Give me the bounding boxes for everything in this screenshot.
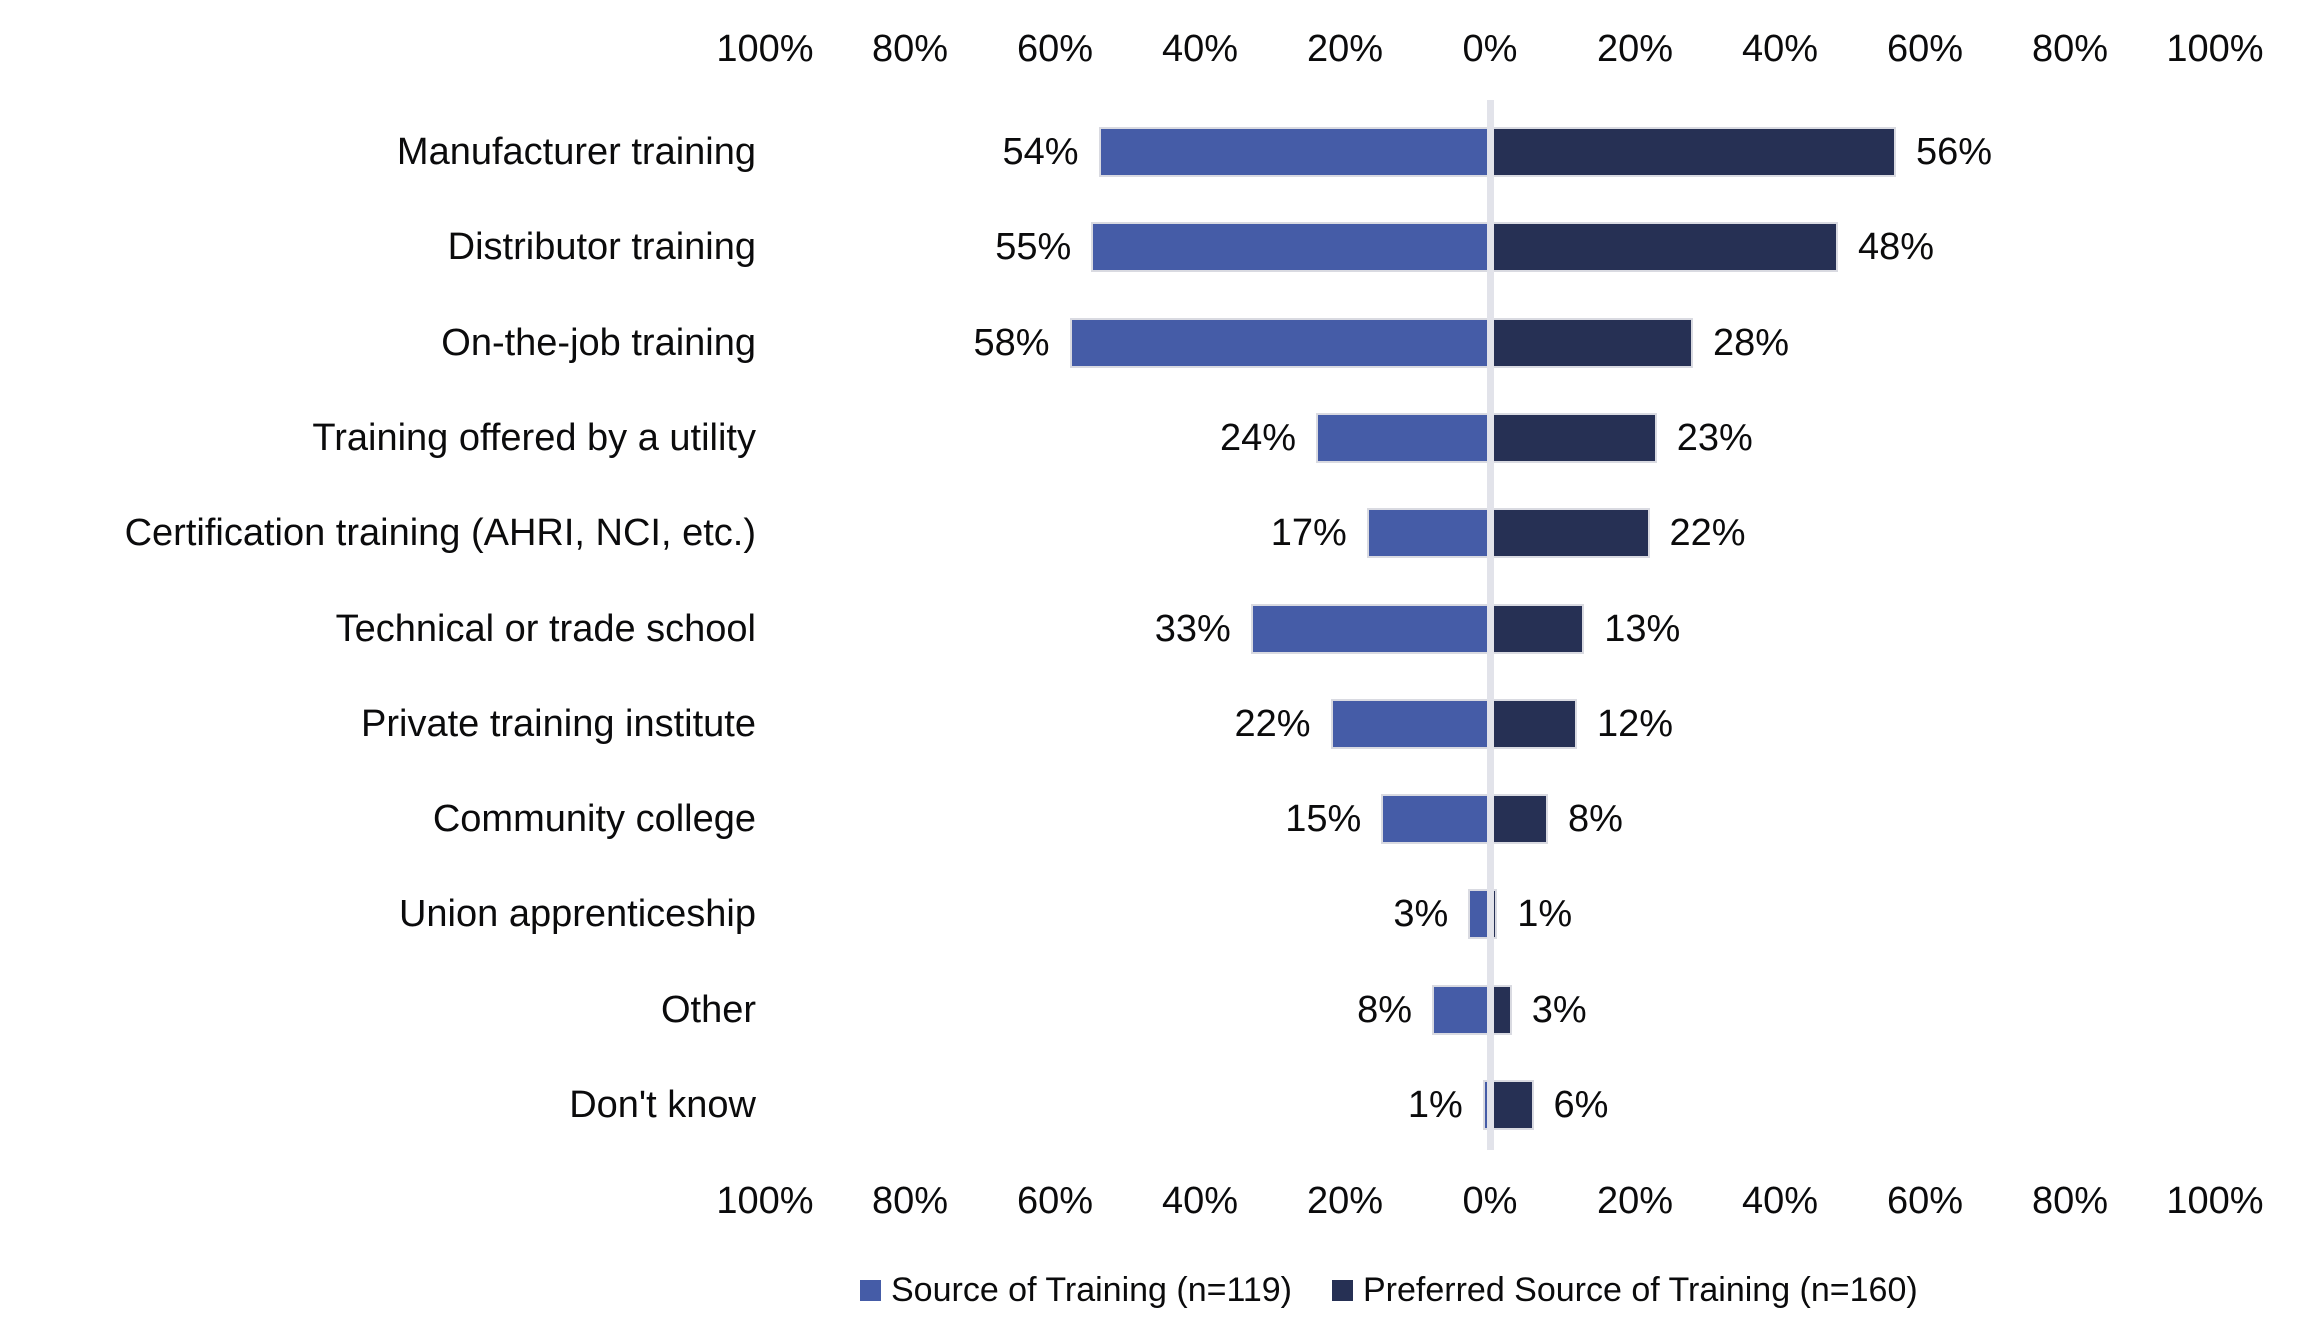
category-label: Distributor training (447, 226, 756, 268)
bar-preferred-source-of-training (1490, 222, 1838, 272)
legend-label-preferred-source: Preferred Source of Training (n=160) (1363, 1271, 1918, 1309)
value-label-preferred-source: 13% (1604, 608, 1681, 650)
value-label-source-of-training: 33% (1154, 608, 1231, 650)
value-label-preferred-source: 48% (1858, 226, 1935, 268)
value-label-preferred-source: 1% (1517, 893, 1573, 935)
value-label-source-of-training: 22% (1234, 703, 1311, 745)
value-label-preferred-source: 12% (1597, 703, 1674, 745)
bottom-axis-tick: 80% (2031, 1180, 2109, 1222)
bottom-axis-tick: 100% (2166, 1180, 2264, 1222)
category-label: Technical or trade school (335, 608, 756, 650)
bottom-axis-tick: 80% (871, 1180, 949, 1222)
value-label-preferred-source: 8% (1568, 798, 1623, 840)
category-label: Training offered by a utility (312, 417, 756, 459)
bar-preferred-source-of-training (1490, 318, 1693, 368)
legend-swatch-source-of-training (860, 1279, 881, 1301)
value-label-preferred-source: 6% (1553, 1084, 1609, 1126)
bar-preferred-source-of-training (1490, 508, 1650, 558)
bottom-axis-tick: 60% (1016, 1180, 1094, 1222)
bar-source-of-training (1069, 318, 1490, 368)
zero-baseline (1487, 100, 1494, 1150)
value-label-preferred-source: 3% (1531, 989, 1587, 1031)
value-label-preferred-source: 28% (1713, 322, 1790, 364)
bar-source-of-training (1316, 413, 1490, 463)
top-axis-tick: 80% (871, 28, 949, 70)
top-axis-tick: 60% (1886, 28, 1964, 70)
bar-source-of-training (1250, 604, 1490, 654)
value-label-preferred-source: 23% (1676, 417, 1753, 459)
category-label: Certification training (AHRI, NCI, etc.) (124, 512, 756, 554)
value-label-preferred-source: 22% (1669, 512, 1746, 554)
top-axis-tick: 80% (2031, 28, 2109, 70)
top-axis-tick: 20% (1596, 28, 1674, 70)
legend: Source of Training (n=119) Preferred Sou… (860, 1270, 1918, 1310)
top-axis-tick: 40% (1161, 28, 1239, 70)
category-label: Community college (432, 798, 756, 840)
category-label: On-the-job training (441, 322, 756, 364)
value-label-source-of-training: 24% (1219, 417, 1296, 459)
bar-preferred-source-of-training (1490, 1080, 1534, 1130)
value-label-source-of-training: 8% (1357, 989, 1412, 1031)
value-label-source-of-training: 54% (1002, 131, 1079, 173)
top-axis-tick: 40% (1741, 28, 1819, 70)
category-label: Other (660, 989, 756, 1031)
bar-source-of-training (1366, 508, 1490, 558)
value-label-source-of-training: 15% (1285, 798, 1362, 840)
top-axis-tick: 100% (716, 28, 814, 70)
bar-preferred-source-of-training (1490, 794, 1548, 844)
legend-item-preferred-source: Preferred Source of Training (n=160) (1332, 1270, 1918, 1310)
category-label: Private training institute (361, 703, 756, 745)
category-label: Union apprenticeship (398, 893, 756, 935)
legend-label-source-of-training: Source of Training (n=119) (891, 1271, 1292, 1309)
bar-preferred-source-of-training (1490, 127, 1896, 177)
legend-swatch-preferred-source (1332, 1279, 1353, 1301)
bar-preferred-source-of-training (1490, 699, 1577, 749)
bottom-axis-tick: 20% (1306, 1180, 1384, 1222)
bottom-axis-tick: 40% (1161, 1180, 1239, 1222)
value-label-source-of-training: 1% (1407, 1084, 1463, 1126)
value-label-source-of-training: 58% (973, 322, 1050, 364)
category-label: Don't know (569, 1084, 756, 1126)
bottom-axis-tick: 0% (1462, 1180, 1518, 1222)
bar-source-of-training (1091, 222, 1490, 272)
top-axis-tick: 0% (1462, 28, 1518, 70)
category-label: Manufacturer training (396, 131, 756, 173)
bottom-axis-tick: 40% (1741, 1180, 1819, 1222)
top-axis-tick: 20% (1306, 28, 1384, 70)
legend-item-source-of-training: Source of Training (n=119) (860, 1270, 1292, 1310)
value-label-source-of-training: 55% (995, 226, 1072, 268)
bar-preferred-source-of-training (1490, 604, 1585, 654)
top-axis-tick: 60% (1016, 28, 1094, 70)
bar-source-of-training (1432, 985, 1490, 1035)
top-axis-tick: 100% (2166, 28, 2264, 70)
value-label-preferred-source: 56% (1916, 131, 1993, 173)
bar-source-of-training (1381, 794, 1490, 844)
bottom-axis-tick: 100% (716, 1180, 814, 1222)
bar-source-of-training (1330, 699, 1490, 749)
value-label-source-of-training: 17% (1270, 512, 1347, 554)
bottom-axis-tick: 20% (1596, 1180, 1674, 1222)
bottom-axis-tick: 60% (1886, 1180, 1964, 1222)
value-label-source-of-training: 3% (1393, 893, 1449, 935)
bar-preferred-source-of-training (1490, 413, 1657, 463)
bar-source-of-training (1098, 127, 1490, 177)
